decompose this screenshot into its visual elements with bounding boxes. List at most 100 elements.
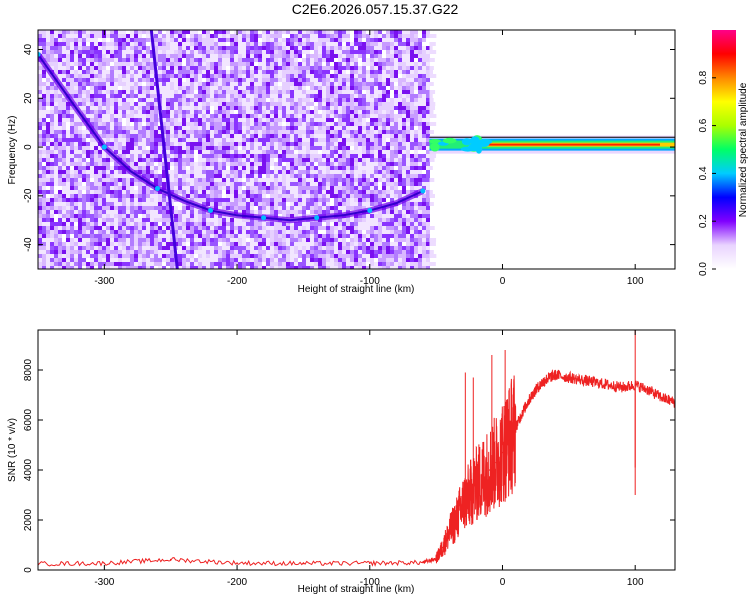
spectrogram-cell <box>350 122 354 126</box>
spectrogram-cell <box>250 254 254 258</box>
spectrogram-cell <box>262 158 266 170</box>
spectrogram-cell <box>170 98 174 110</box>
spectrogram-cell <box>262 254 266 262</box>
spectrogram-cell <box>106 106 110 110</box>
spectrogram-cell <box>350 106 354 110</box>
spectrogram-cell <box>166 50 170 54</box>
spectrogram-cell <box>210 190 214 198</box>
spectrogram-cell <box>42 126 46 130</box>
spectrogram-cell <box>246 42 250 46</box>
spectrogram-cell <box>290 262 294 266</box>
spectrogram-cell <box>226 54 230 58</box>
spectrogram-cell <box>378 222 382 226</box>
spectrogram-cell <box>142 126 146 134</box>
spectrogram-cell <box>330 178 334 182</box>
spectrogram-cell <box>234 106 238 110</box>
spectrogram-cell <box>238 194 242 198</box>
spectrogram-cell <box>110 134 114 138</box>
spectrogram-cell <box>406 146 410 150</box>
spectrogram-cell <box>398 38 402 42</box>
spectrogram-cell <box>306 182 310 186</box>
spectrogram-cell <box>98 66 102 70</box>
spectrogram-cell <box>114 102 118 110</box>
spectrogram-cell <box>154 258 158 262</box>
spectrogram-cell <box>66 38 70 50</box>
spectrogram-cell <box>294 62 298 66</box>
spectrogram-cell <box>222 238 226 242</box>
spectrogram-cell <box>226 38 230 42</box>
spectrogram-cell <box>82 54 86 58</box>
spectrogram-cell <box>294 86 298 90</box>
spectrogram-cell <box>94 210 98 218</box>
spectrogram-cell <box>390 102 394 114</box>
spectrogram-cell <box>118 42 122 46</box>
spectrogram-cell <box>410 198 414 202</box>
spectrogram-cell <box>206 214 210 218</box>
spectrogram-cell <box>146 46 150 58</box>
spectrogram-cell <box>386 234 390 242</box>
spectrogram-cell <box>274 154 278 158</box>
spectrogram-cell <box>122 190 126 194</box>
spectrogram-cell <box>222 90 226 94</box>
spectrogram-cell <box>362 166 366 170</box>
spectrogram-cell <box>78 218 82 230</box>
spectrogram-cell <box>78 146 82 150</box>
spectrogram-cell <box>126 162 130 166</box>
spectrogram-cell <box>314 178 318 182</box>
spectrogram-cell <box>346 114 350 126</box>
spectrogram-cell <box>326 254 330 262</box>
spectrogram-cell <box>186 158 190 162</box>
spectrogram-cell <box>254 34 258 46</box>
spectrogram-cell <box>378 94 382 98</box>
spectrogram-cell <box>162 162 166 166</box>
spectrogram-cell <box>286 38 290 42</box>
spectrogram-cell <box>370 158 374 162</box>
spectrogram-cell <box>170 258 174 262</box>
spectrogram-cell <box>198 250 202 254</box>
spectrogram-cell <box>370 194 374 206</box>
spectrogram-cell <box>222 174 226 178</box>
spectrogram-cell <box>318 238 322 242</box>
spectrogram-cell <box>226 70 230 74</box>
spectrogram-cell <box>262 58 266 70</box>
spectrogram-cell <box>230 230 234 234</box>
spectrogram-cell <box>118 46 122 50</box>
spectrogram-cell <box>382 62 386 66</box>
spectrogram-cell <box>238 122 242 130</box>
spectrogram-cell <box>142 222 146 226</box>
spectrogram-cell <box>342 126 346 130</box>
spectrogram-cell <box>186 78 190 90</box>
spectrogram-cell <box>354 190 358 202</box>
spectrogram-cell <box>226 74 230 82</box>
spectrogram-cell <box>358 110 362 114</box>
spectrogram-cell <box>266 206 270 214</box>
spectrogram-cell <box>310 82 314 86</box>
spectrogram-cell <box>230 74 234 78</box>
spectrogram-cell <box>326 230 330 234</box>
spectrogram-cell <box>322 142 326 146</box>
spectrogram-cell <box>214 122 218 130</box>
spectrogram-cell <box>42 222 46 226</box>
spectrogram-cell <box>282 198 286 202</box>
spectrogram-cell <box>122 266 126 269</box>
spectrogram-cell <box>98 154 102 158</box>
spectrogram-cell <box>102 158 106 162</box>
spectrogram-cell <box>106 226 110 230</box>
spectrogram-cell <box>238 70 242 74</box>
spectrogram-cell <box>362 242 366 254</box>
spectrogram-cell <box>338 222 342 226</box>
spectrogram-cell <box>246 82 250 86</box>
spectrogram-cell <box>250 110 254 114</box>
spectrogram-cell <box>334 262 338 269</box>
spectrogram-cell <box>142 62 146 66</box>
spectrogram-cell <box>386 182 390 186</box>
spectrogram-cell <box>166 54 170 58</box>
spectrogram-cell <box>402 262 406 269</box>
spectrogram-cell <box>38 246 42 250</box>
spectrogram-cell <box>114 262 118 269</box>
spectrogram-cell <box>310 58 314 62</box>
spectrogram-cell <box>314 34 318 46</box>
spectrogram-cell <box>382 122 386 126</box>
spectrogram-cell <box>202 34 206 38</box>
spectrogram-cell <box>362 222 366 230</box>
